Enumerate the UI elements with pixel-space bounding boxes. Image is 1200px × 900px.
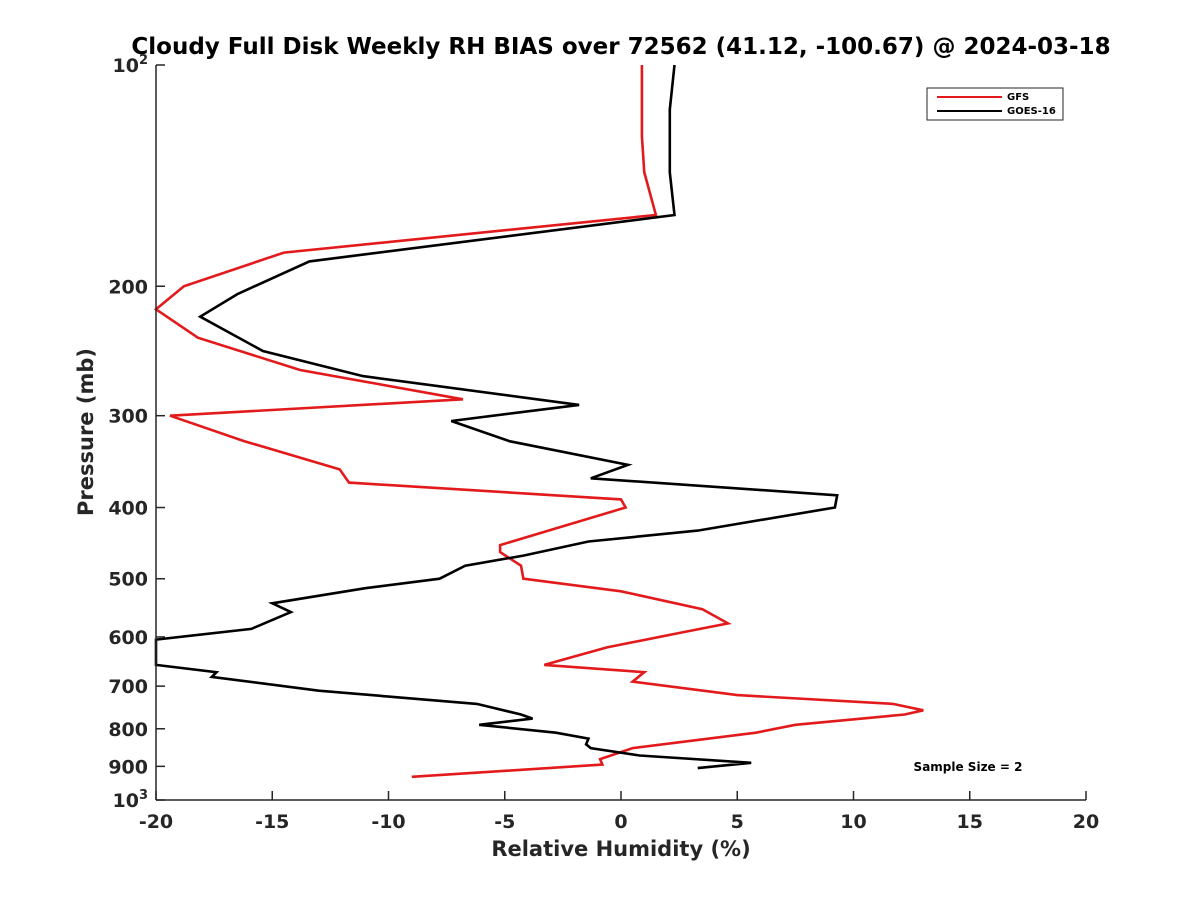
y-tick-label: 500 xyxy=(108,569,148,591)
series-line-goes-16 xyxy=(154,64,839,770)
series-line-gfs xyxy=(153,65,924,779)
y-tick-label: 102 xyxy=(113,53,149,77)
series-layer xyxy=(153,64,924,779)
x-tick-label: 15 xyxy=(957,811,983,833)
y-tick-label: 200 xyxy=(108,276,148,298)
y-tick-label: 700 xyxy=(108,676,148,698)
x-tick-label: 10 xyxy=(840,811,866,833)
x-tick-label: -15 xyxy=(255,811,289,833)
axes-layer xyxy=(155,65,1086,801)
legend-label-gfs: GFS xyxy=(1007,92,1029,103)
x-tick-label: -10 xyxy=(371,811,405,833)
x-tick-label: 0 xyxy=(614,811,627,833)
y-tick-layer: 102 200 300 400 500 600 700 800 900 103 xyxy=(108,53,165,812)
x-tick-label: -5 xyxy=(494,811,515,833)
sample-size-annotation: Sample Size = 2 xyxy=(914,760,1023,774)
y-axis-label: Pressure (mb) xyxy=(74,348,98,516)
y-tick-label: 900 xyxy=(108,756,148,778)
x-tick-layer: -20 -15 -10 -5 0 5 10 15 20 xyxy=(139,791,1099,833)
legend-box xyxy=(926,87,1064,121)
legend-label-goes16: GOES-16 xyxy=(1007,106,1056,117)
y-tick-label: 300 xyxy=(108,406,148,428)
y-tick-label: 600 xyxy=(108,627,148,649)
y-tick-label: 400 xyxy=(108,498,148,520)
chart-title: Cloudy Full Disk Weekly RH BIAS over 725… xyxy=(131,34,1110,60)
x-tick-label: 5 xyxy=(731,811,744,833)
x-tick-label: -20 xyxy=(139,811,173,833)
x-tick-label: 20 xyxy=(1073,811,1099,833)
x-axis-label: Relative Humidity (%) xyxy=(491,837,750,861)
y-tick-label: 800 xyxy=(108,719,148,741)
y-tick-label: 103 xyxy=(113,788,149,812)
legend: GFS GOES-16 xyxy=(926,87,1064,121)
